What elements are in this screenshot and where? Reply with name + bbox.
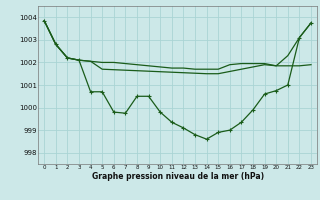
X-axis label: Graphe pression niveau de la mer (hPa): Graphe pression niveau de la mer (hPa) (92, 172, 264, 181)
